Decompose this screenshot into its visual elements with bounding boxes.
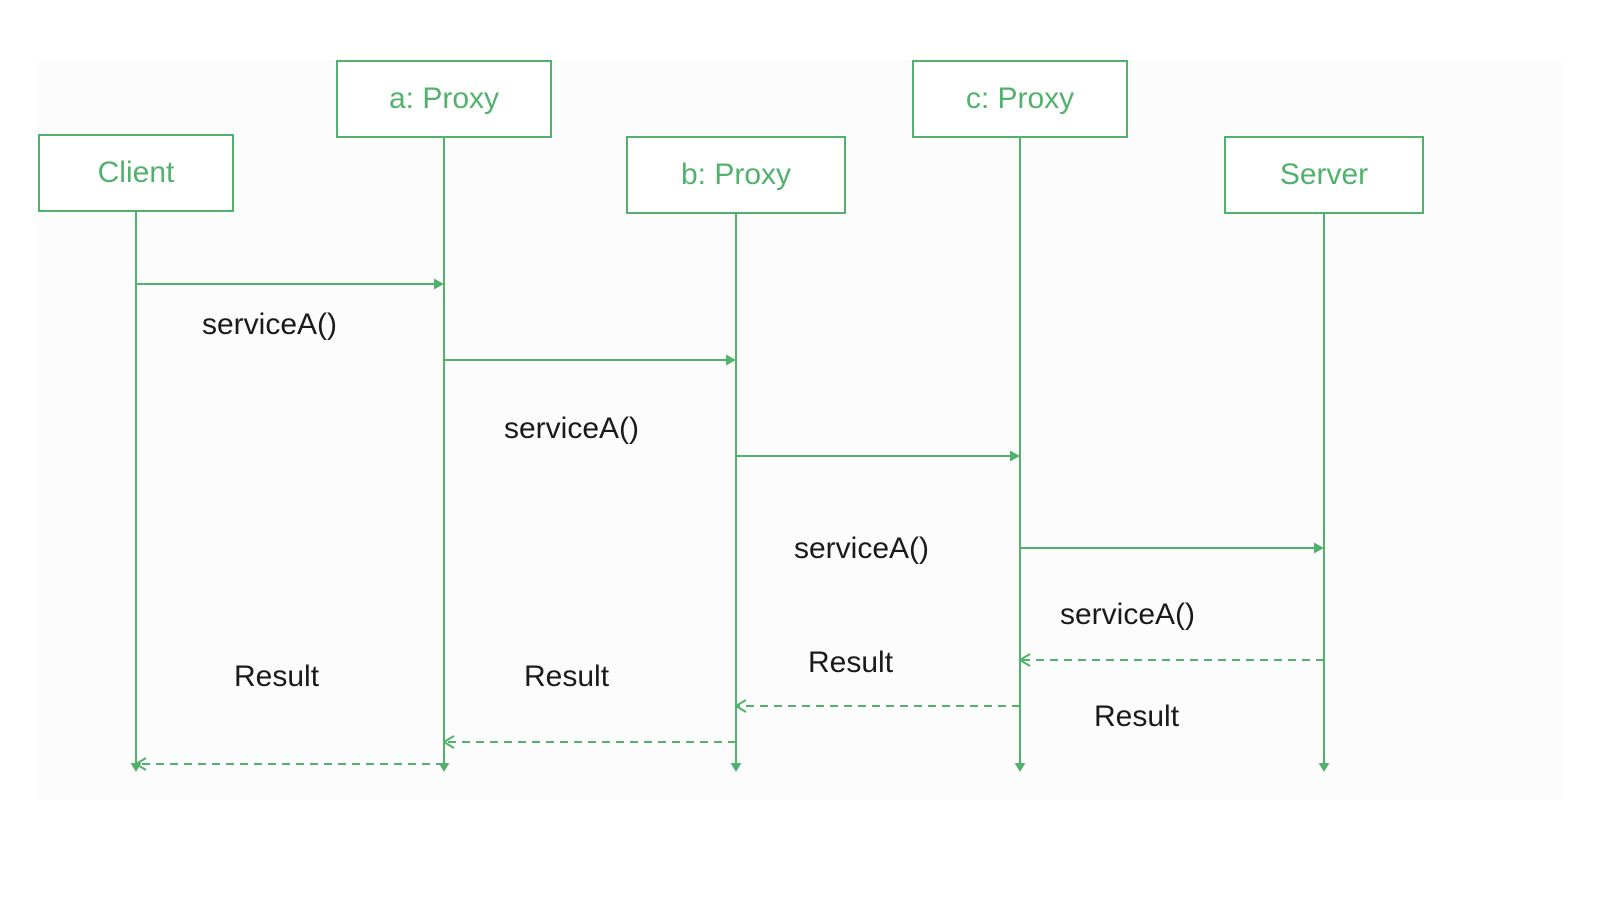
message-label: serviceA() <box>794 532 929 566</box>
message-label: serviceA() <box>1060 598 1195 632</box>
message-label: Result <box>1094 700 1179 734</box>
message-label: Result <box>808 646 893 680</box>
message-label: Result <box>524 660 609 694</box>
message-label: serviceA() <box>202 308 337 342</box>
message-label: Result <box>234 660 319 694</box>
message-label: serviceA() <box>504 412 639 446</box>
diagram-lines <box>0 0 1600 921</box>
sequence-diagram: Client a: Proxy b: Proxy c: Proxy Server… <box>0 0 1600 921</box>
